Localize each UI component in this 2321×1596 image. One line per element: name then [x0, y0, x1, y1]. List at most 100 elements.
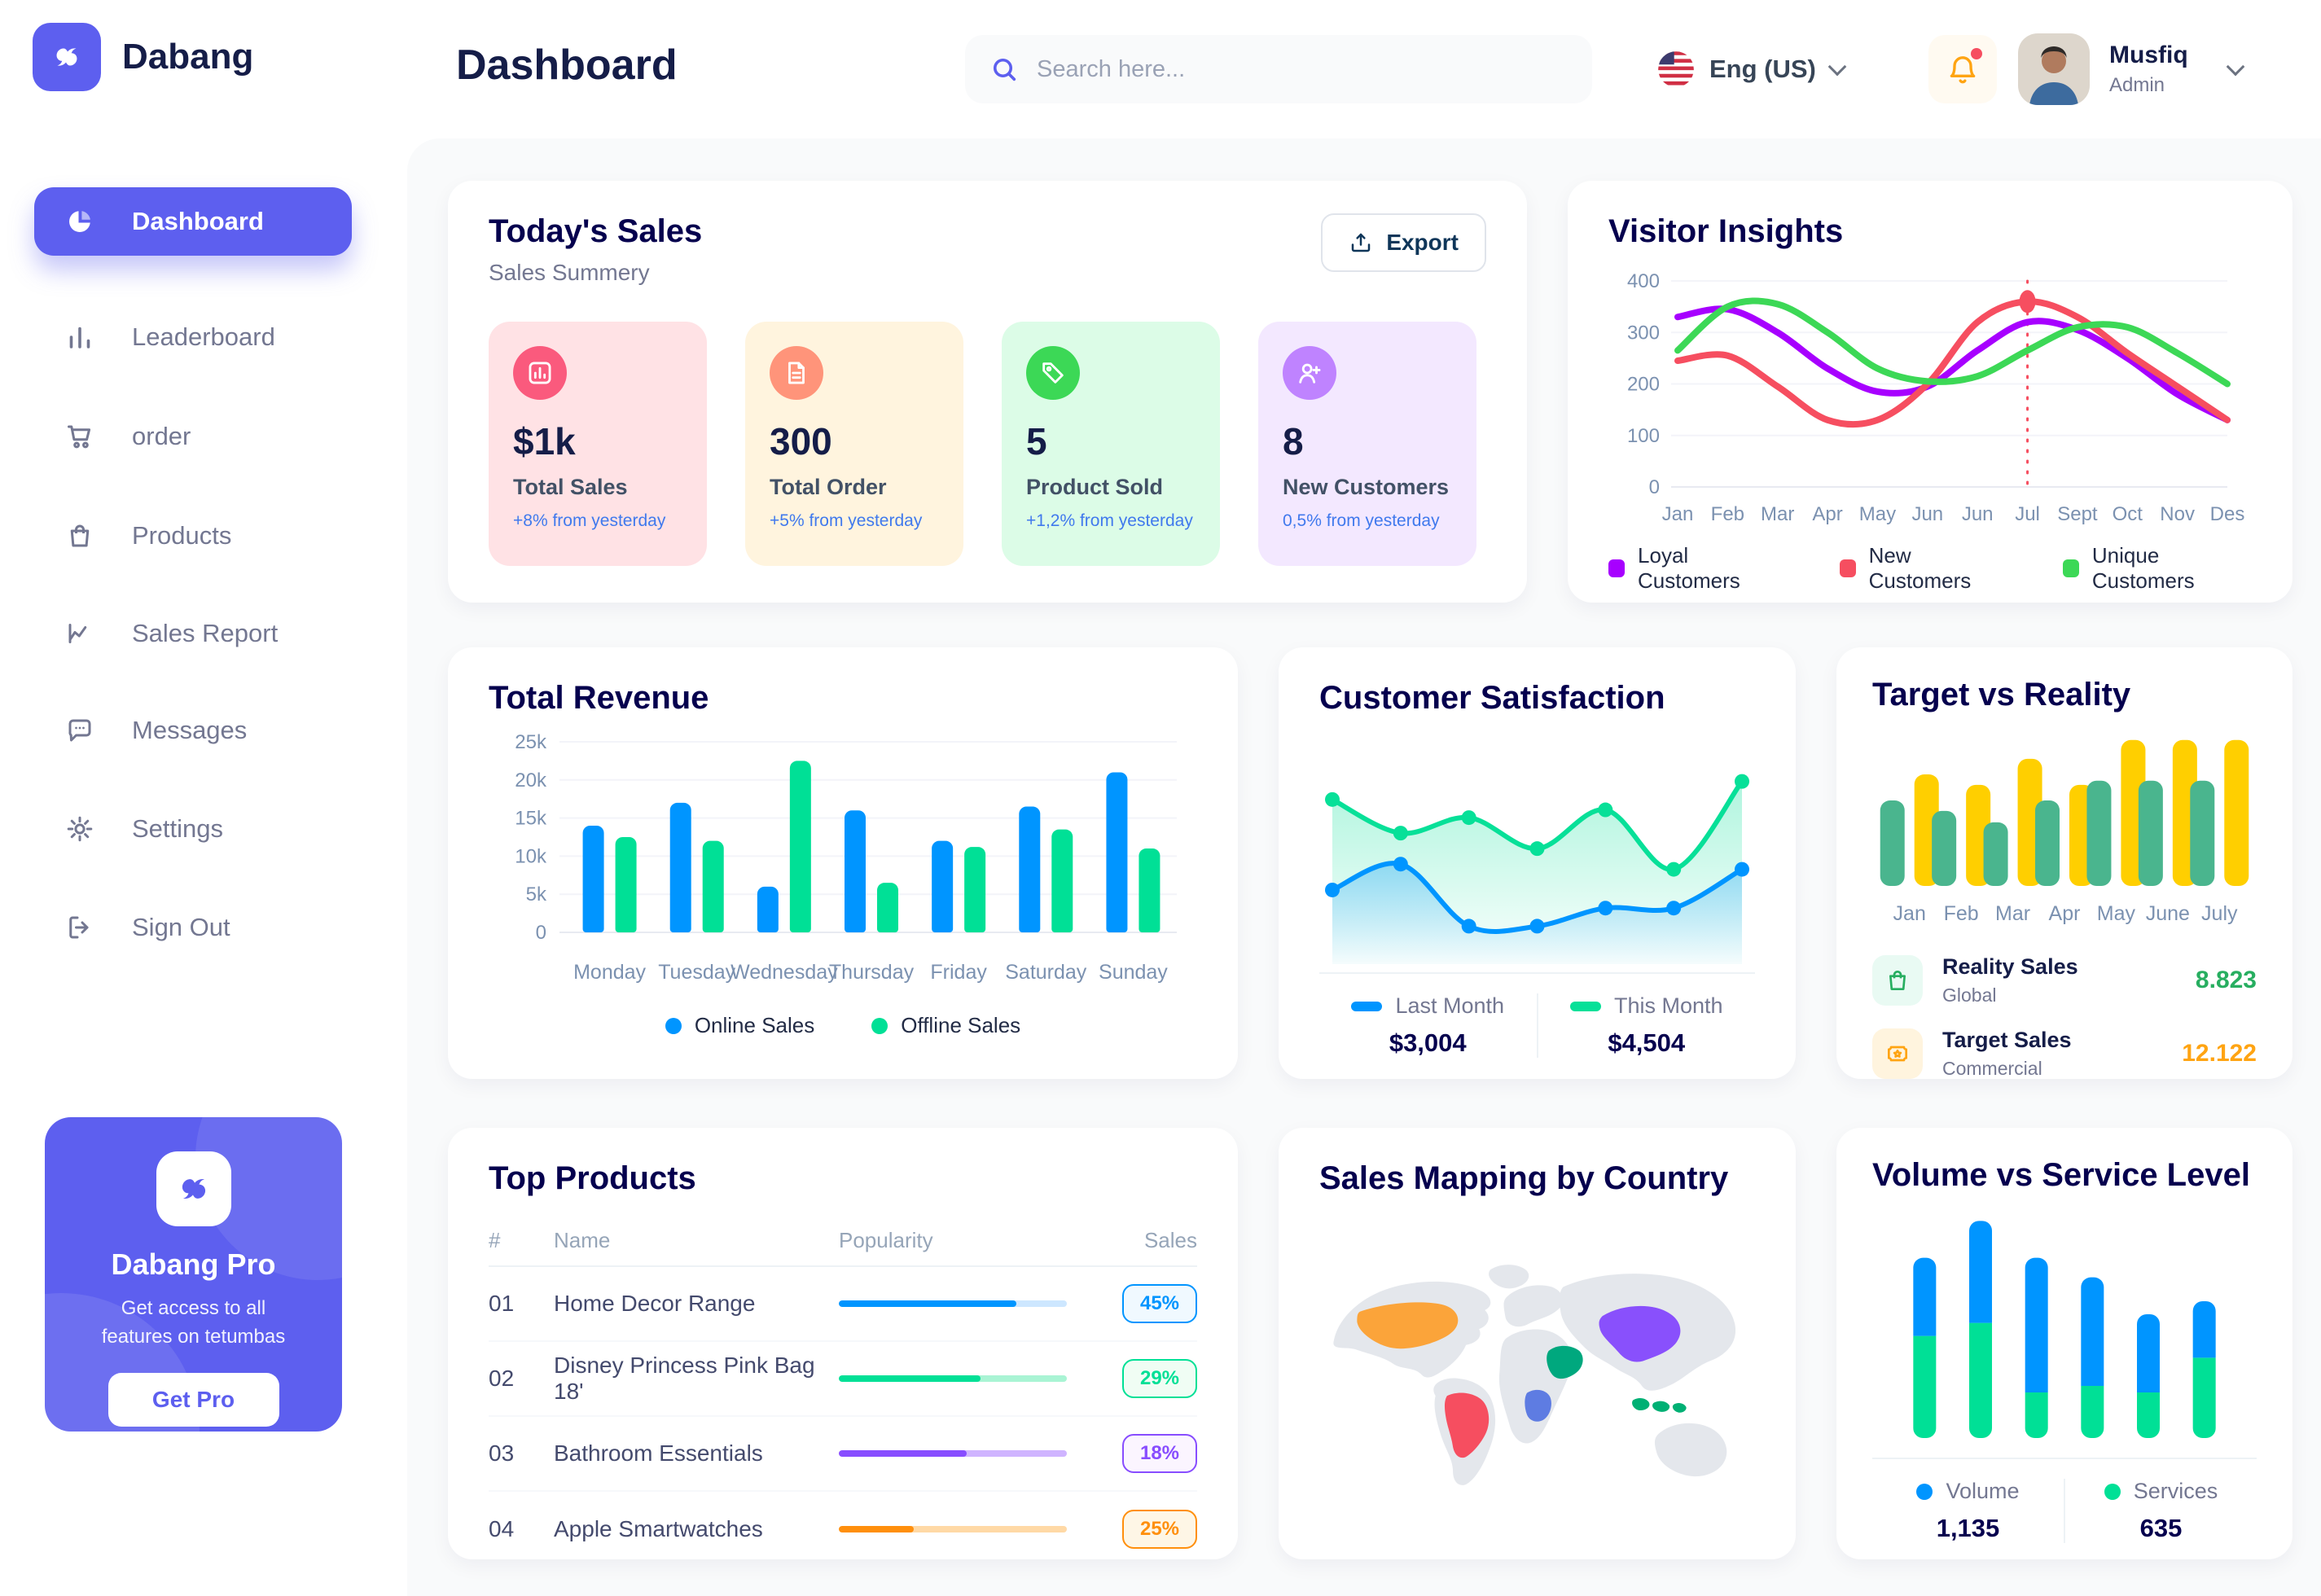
loyal-customers-swatch: [1608, 559, 1626, 577]
popularity-bar: [839, 1450, 1067, 1457]
svg-text:100: 100: [1627, 425, 1660, 447]
top-products-panel: Top Products # Name Popularity Sales 01 …: [448, 1128, 1238, 1559]
svg-text:15k: 15k: [515, 808, 547, 830]
svg-text:5k: 5k: [526, 884, 547, 905]
language-selector[interactable]: Eng (US): [1657, 0, 1847, 138]
sidebar-item-dashboard[interactable]: Dashboard: [34, 187, 352, 256]
volume-service-title: Volume vs Service Level: [1872, 1157, 2250, 1193]
table-row: 01 Home Decor Range 45%: [489, 1267, 1197, 1342]
sidebar: Dabang Dashboard Leaderboard order Produ…: [0, 0, 407, 1596]
chevron-down-icon: [2226, 57, 2244, 77]
world-map: [1319, 1218, 1755, 1536]
svg-text:Mar: Mar: [1761, 503, 1794, 525]
notifications-button[interactable]: [1928, 35, 1997, 103]
promo-title: Dabang Pro: [111, 1247, 276, 1281]
sidebar-item-settings[interactable]: Settings: [34, 795, 352, 863]
todays-sales-subtitle: Sales Summery: [489, 260, 650, 285]
svg-text:Jun: Jun: [1962, 503, 1994, 525]
services-total: 635: [2139, 1514, 2183, 1542]
svg-text:Nov: Nov: [2160, 503, 2195, 525]
volume-service-legend: Volume 1,135 Services 635: [1872, 1458, 2257, 1543]
user-name: Musfiq: [2109, 42, 2188, 68]
sidebar-item-leaderboard[interactable]: Leaderboard: [34, 303, 352, 371]
top-products-header: # Name Popularity Sales: [489, 1215, 1197, 1267]
volume-service-chart: [1872, 1200, 2257, 1449]
reality-bag-icon: [1872, 955, 1923, 1006]
target-ticket-icon: [1872, 1028, 1923, 1079]
table-row: 04 Apple Smartwatches 25%: [489, 1492, 1197, 1567]
svg-text:Friday: Friday: [930, 961, 987, 984]
indonesia-shape: [1632, 1398, 1687, 1413]
user-plus-icon: [1283, 346, 1336, 400]
legend-services: Services 635: [2064, 1479, 2257, 1543]
svg-text:400: 400: [1627, 270, 1660, 292]
visitor-insights-chart: 0 100 200 300 400 Jan Feb Mar Apr May Jun Jun Jul Sep…: [1608, 258, 2252, 532]
services-dot: [2104, 1483, 2121, 1500]
sales-badge: 45%: [1122, 1284, 1197, 1323]
user-role: Admin: [2109, 74, 2165, 96]
user-menu[interactable]: Musfiq Admin: [2018, 0, 2244, 138]
stat-total-order: 300 Total Order +5% from yesterday: [745, 322, 963, 566]
stat-total-sales: $1k Total Sales +8% from yesterday: [489, 322, 707, 566]
chat-icon: [65, 716, 94, 745]
svg-text:Thursday: Thursday: [829, 961, 915, 984]
saudi-arabia-shape: [1547, 1345, 1583, 1379]
svg-text:May: May: [2097, 902, 2136, 925]
get-pro-button[interactable]: Get Pro: [107, 1372, 279, 1427]
page-title: Dashboard: [456, 42, 678, 89]
svg-text:Mar: Mar: [1995, 902, 2030, 925]
reality-sales-legend-row: Reality Sales Global 8.823: [1872, 954, 2257, 1006]
dashboard-pie-icon: [65, 207, 94, 236]
legend-volume: Volume 1,135: [1872, 1479, 2064, 1543]
target-sales-legend-row: Target Sales Commercial 12.122: [1872, 1028, 2257, 1080]
us-flag-icon: [1657, 50, 1695, 88]
brazil-shape: [1444, 1392, 1490, 1458]
svg-text:Jan: Jan: [1662, 503, 1694, 525]
svg-text:0: 0: [1649, 476, 1660, 498]
svg-text:Jan: Jan: [1893, 902, 1926, 925]
last-month-marker: [1351, 1001, 1383, 1011]
tag-check-icon: [1026, 346, 1080, 400]
svg-text:Jun: Jun: [1911, 503, 1943, 525]
total-revenue-chart: 0 5k 10k 15k 20k 25k Monday Tuesday Wednesday Thu…: [489, 721, 1197, 1002]
sidebar-item-sales-report[interactable]: Sales Report: [34, 599, 352, 668]
top-products-title: Top Products: [489, 1160, 696, 1196]
svg-text:Des: Des: [2210, 503, 2245, 525]
export-button[interactable]: Export: [1321, 213, 1486, 272]
unique-customers-swatch: [2062, 559, 2079, 577]
brand-name: Dabang: [122, 37, 254, 77]
volume-total: 1,135: [1936, 1514, 2000, 1542]
language-label: Eng (US): [1709, 55, 1816, 83]
table-row: 03 Bathroom Essentials 18%: [489, 1417, 1197, 1492]
search-bar[interactable]: [965, 35, 1592, 103]
svg-text:Monday: Monday: [573, 961, 646, 984]
sales-map-title: Sales Mapping by Country: [1319, 1160, 1729, 1196]
bag-icon: [65, 521, 94, 550]
promo-subtitle: Get access to all features on tetumbas: [101, 1297, 286, 1348]
svg-text:0: 0: [536, 922, 546, 944]
svg-text:June: June: [2146, 902, 2190, 925]
svg-text:May: May: [1859, 503, 1896, 525]
sidebar-item-messages[interactable]: Messages: [34, 696, 352, 765]
australia-shape: [1654, 1423, 1727, 1477]
visitor-insights-panel: Visitor Insights 0 100 200 300 400 Jan Feb Mar A…: [1568, 181, 2292, 603]
svg-text:20k: 20k: [515, 770, 547, 791]
search-input[interactable]: [1037, 55, 1568, 83]
customer-satisfaction-legend: Last Month $3,004 This Month $4,504: [1319, 972, 1755, 1058]
sidebar-item-sign-out[interactable]: Sign Out: [34, 893, 352, 962]
target-vs-reality-title: Target vs Reality: [1872, 677, 2131, 712]
brand: Dabang: [33, 23, 253, 91]
sidebar-item-products[interactable]: Products: [34, 502, 352, 570]
sidebar-item-order[interactable]: order: [34, 402, 352, 471]
total-revenue-panel: Total Revenue 0 5k 10k 15k 20k 25k Monday Tuesd…: [448, 647, 1238, 1079]
customer-satisfaction-title: Customer Satisfaction: [1319, 680, 1665, 716]
svg-text:Apr: Apr: [1812, 503, 1842, 525]
stat-product-sold: 5 Product Sold +1,2% from yesterday: [1002, 322, 1220, 566]
main-content: Today's Sales Sales Summery Export $1k T…: [407, 138, 2321, 1596]
sales-chart-icon: [513, 346, 567, 400]
china-shape: [1599, 1305, 1681, 1362]
svg-text:Oct: Oct: [2113, 503, 2143, 525]
target-vs-reality-chart: Jan Feb Mar Apr May June July: [1872, 720, 2257, 933]
legend-last-month: Last Month $3,004: [1319, 993, 1537, 1058]
sales-badge: 25%: [1122, 1510, 1197, 1549]
